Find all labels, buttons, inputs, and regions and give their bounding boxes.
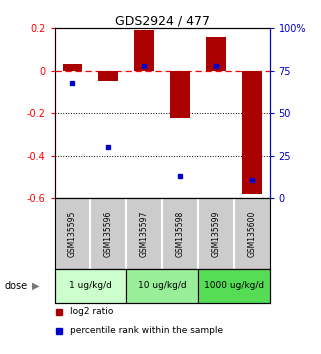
Bar xyxy=(170,71,190,118)
Bar xyxy=(242,71,262,194)
Text: 1000 ug/kg/d: 1000 ug/kg/d xyxy=(204,281,264,290)
Bar xyxy=(126,269,198,303)
Text: 10 ug/kg/d: 10 ug/kg/d xyxy=(138,281,187,290)
Text: ▶: ▶ xyxy=(31,281,39,291)
Text: GSM135599: GSM135599 xyxy=(211,210,221,257)
Bar xyxy=(55,269,126,303)
Text: GSM135600: GSM135600 xyxy=(247,210,256,257)
Text: GSM135596: GSM135596 xyxy=(104,210,113,257)
Text: GSM135597: GSM135597 xyxy=(140,210,149,257)
Text: 1 ug/kg/d: 1 ug/kg/d xyxy=(69,281,112,290)
Text: GSM135595: GSM135595 xyxy=(68,210,77,257)
Text: dose: dose xyxy=(5,281,28,291)
Text: percentile rank within the sample: percentile rank within the sample xyxy=(70,326,223,336)
Bar xyxy=(134,30,154,71)
Text: log2 ratio: log2 ratio xyxy=(70,307,113,316)
Bar xyxy=(198,269,270,303)
Bar xyxy=(63,64,82,71)
Text: GSM135598: GSM135598 xyxy=(176,211,185,257)
Bar xyxy=(99,71,118,81)
Bar xyxy=(206,37,226,71)
Title: GDS2924 / 477: GDS2924 / 477 xyxy=(115,14,210,27)
